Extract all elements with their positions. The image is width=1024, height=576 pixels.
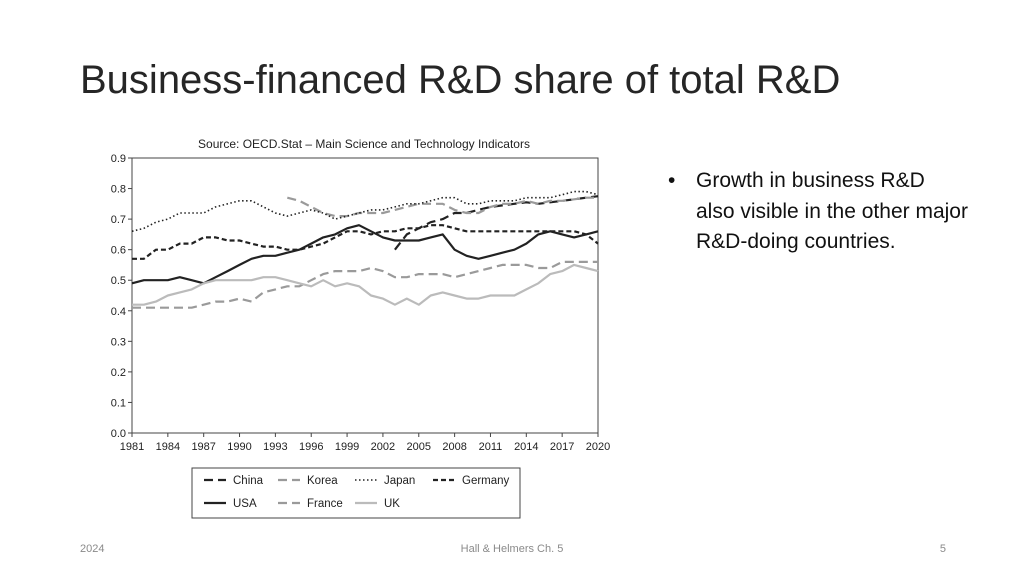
series-line-korea	[287, 196, 598, 218]
legend: China Korea Japan Germany USA France UK	[204, 475, 510, 510]
x-tick-label: 1993	[263, 441, 287, 453]
x-tick-label: 2002	[371, 441, 395, 453]
y-tick-label: 0.2	[111, 367, 126, 379]
line-chart: Source: OECD.Stat – Main Science and Tec…	[111, 137, 611, 519]
series-line-france	[132, 260, 598, 309]
series-lines	[131, 190, 599, 309]
x-tick-label: 2014	[514, 441, 538, 453]
y-tick-label: 0.9	[111, 153, 126, 165]
plot-area	[131, 157, 599, 434]
y-tick-label: 0.3	[111, 336, 126, 348]
chart-title: Source: OECD.Stat – Main Science and Tec…	[198, 137, 530, 151]
footer-source: Hall & Helmers Ch. 5	[460, 543, 564, 555]
x-tick-label: 1990	[227, 441, 251, 453]
series-line-germany	[132, 224, 599, 260]
legend-label-germany: Germany	[462, 475, 510, 487]
bullet-dot: •	[668, 169, 676, 192]
legend-box	[191, 467, 521, 519]
bullet-text: Growth in business R&D also visible in t…	[696, 169, 968, 253]
legend-label-uk: UK	[384, 498, 400, 510]
x-tick-label: 2005	[407, 441, 431, 453]
x-tick-label: 2011	[479, 441, 503, 453]
x-tick-label: 1987	[191, 441, 215, 453]
series-line-uk	[132, 263, 599, 306]
series-line-usa	[131, 224, 599, 285]
slide-title: Business-financed R&D share of total R&D	[80, 58, 841, 102]
bullet-point: • Growth in business R&D also visible in…	[668, 166, 968, 258]
x-tick-label: 1999	[335, 441, 359, 453]
y-tick-label: 0.1	[111, 397, 126, 409]
legend-label-france: France	[307, 498, 343, 510]
legend-label-usa: USA	[233, 498, 257, 510]
axis-ticks: 0.0 0.1 0.2 0.3 0.4 0.5 0.6 0.7 0.8 0.9 1981 1984 19…	[111, 153, 611, 453]
legend-label-japan: Japan	[384, 475, 415, 487]
x-tick-label: 1981	[120, 441, 144, 453]
x-tick-label: 2020	[586, 441, 610, 453]
y-tick-label: 0.4	[111, 306, 126, 318]
y-tick-label: 0.6	[111, 245, 126, 257]
x-tick-label: 1996	[299, 441, 323, 453]
footer-date: 2024	[80, 543, 105, 555]
x-tick-label: 1984	[156, 441, 180, 453]
legend-label-korea: Korea	[307, 475, 338, 487]
x-tick-label: 2008	[442, 441, 466, 453]
legend-label-china: China	[233, 475, 264, 487]
y-tick-label: 0.7	[111, 214, 126, 226]
x-tick-label: 2017	[550, 441, 574, 453]
series-line-japan	[131, 190, 599, 233]
y-tick-label: 0.5	[111, 275, 126, 287]
footer-page-number: 5	[939, 543, 946, 555]
y-tick-label: 0.8	[111, 184, 126, 196]
y-tick-label: 0.0	[111, 428, 126, 440]
